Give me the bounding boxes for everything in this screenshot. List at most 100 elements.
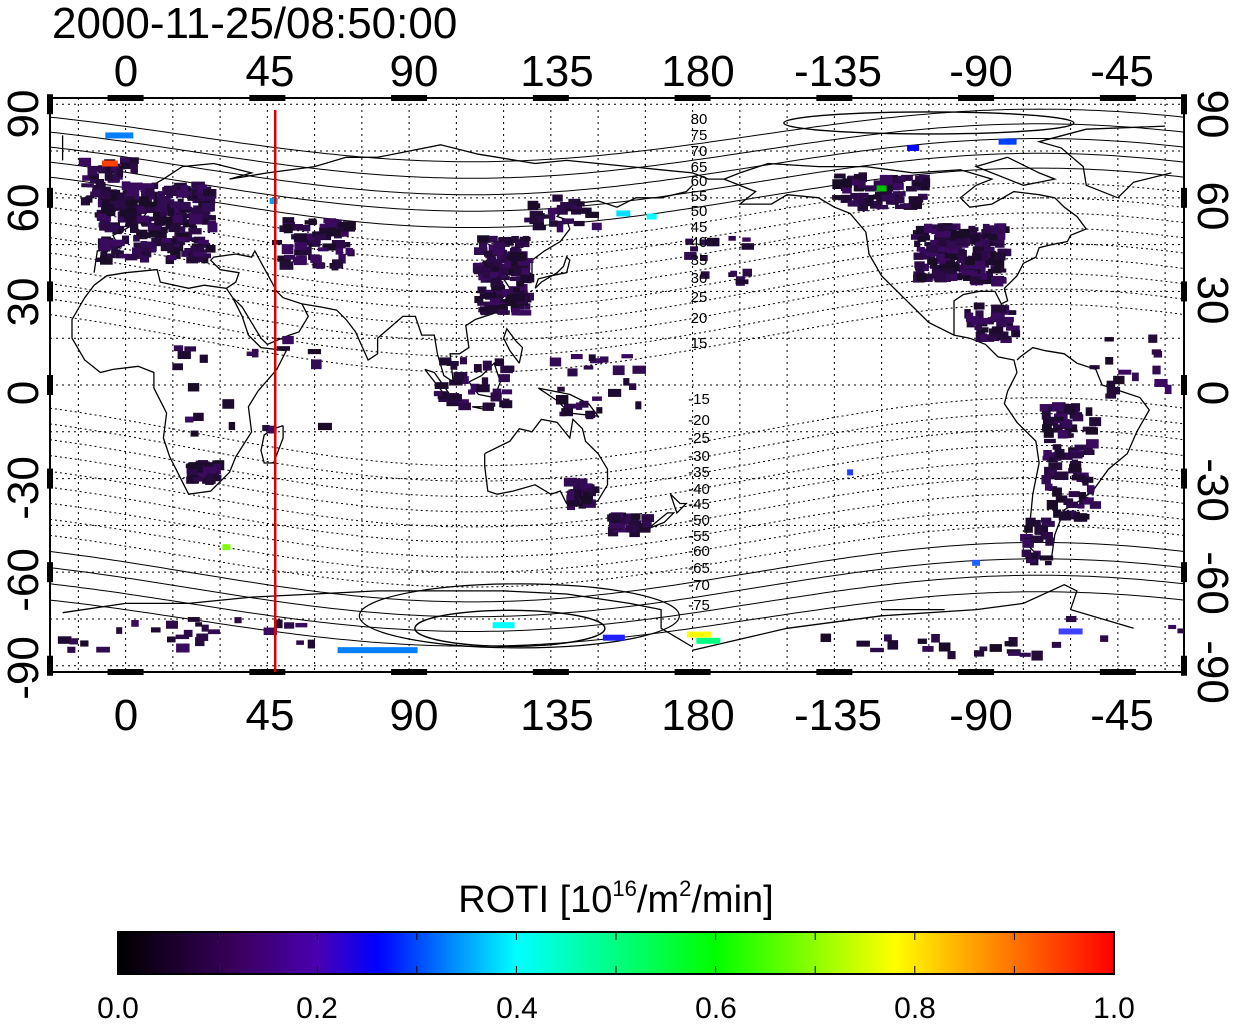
mlat-contour <box>50 413 1184 482</box>
left-major-tick <box>47 281 53 302</box>
roti-pixel <box>1046 500 1059 510</box>
left-lat-label: 0 <box>0 381 48 405</box>
mlat-contour <box>50 493 1184 558</box>
roti-pixel <box>516 267 531 275</box>
top-major-tick <box>391 95 428 101</box>
roti-pixel <box>117 194 125 200</box>
roti-pixel <box>1105 393 1117 399</box>
roti-pixel <box>900 203 912 208</box>
roti-pixel <box>570 204 583 210</box>
roti-pixel <box>116 199 126 209</box>
roti-pixel <box>482 261 490 270</box>
roti-pixel <box>890 196 905 204</box>
roti-pixel <box>95 178 105 188</box>
roti-pixel <box>560 202 572 209</box>
bottom-major-tick <box>816 669 853 675</box>
roti-pixel <box>499 401 512 408</box>
roti-pixel <box>91 189 101 198</box>
roti-pixel <box>485 292 497 300</box>
top-lon-label: 0 <box>114 47 138 96</box>
roti-pixel <box>177 198 184 204</box>
roti-pixel <box>187 195 194 201</box>
roti-pixel <box>282 217 295 223</box>
contour-label: -65 <box>688 560 710 577</box>
roti-pixel <box>1051 641 1062 648</box>
roti-pixel <box>185 416 194 423</box>
roti-pixel <box>494 358 505 367</box>
roti-pixel <box>1008 651 1021 656</box>
bottom-major-tick <box>532 669 569 675</box>
contour-label: 65 <box>691 159 708 176</box>
roti-pixel <box>588 354 596 362</box>
roti-pixel <box>482 402 494 411</box>
roti-pixel <box>204 186 212 191</box>
roti-pixel <box>1030 535 1044 543</box>
axis-ticks <box>47 94 1187 676</box>
roti-pixel <box>908 196 919 204</box>
roti-pixel <box>201 624 209 632</box>
roti-pixel <box>516 281 525 287</box>
roti-pixel <box>78 157 92 167</box>
roti-pixel <box>1106 386 1121 395</box>
roti-pixel <box>1148 334 1158 343</box>
roti-pixel <box>251 348 259 358</box>
contour-label: 70 <box>691 143 708 160</box>
roti-pixel <box>279 261 294 270</box>
bottom-major-tick <box>1099 669 1136 675</box>
roti-pixel <box>973 302 985 310</box>
roti-pixel <box>177 351 191 360</box>
roti-pixel <box>1068 447 1080 454</box>
roti-pixel <box>176 643 190 653</box>
roti-pixel <box>292 224 304 231</box>
roti-pixel <box>908 201 922 209</box>
colorbar-unit: /m <box>637 879 679 921</box>
bottom-major-tick <box>958 669 995 675</box>
roti-pixel <box>1019 652 1031 657</box>
contour-label: -45 <box>688 496 710 513</box>
colorbar-tick-label: 1.0 <box>1093 992 1135 1024</box>
mlat-contour <box>50 257 1184 326</box>
roti-pixel <box>556 204 568 215</box>
roti-pixel <box>1052 487 1062 497</box>
roti-pixel <box>608 513 621 522</box>
roti-pixel <box>1068 491 1080 498</box>
roti-pixel <box>497 310 510 315</box>
roti-pixel <box>629 529 640 538</box>
roti-pixel <box>599 356 609 363</box>
roti-pixel <box>302 224 311 232</box>
roti-pixel <box>1050 427 1062 433</box>
roti-pixel <box>338 253 346 264</box>
roti-pixel <box>989 328 1003 337</box>
roti-pixel <box>917 273 927 283</box>
roti-pixel <box>151 182 159 190</box>
roti-high-pixel <box>646 213 657 220</box>
bottom-lon-label: -135 <box>794 691 882 740</box>
contour-label: 40 <box>691 234 708 251</box>
roti-pixel <box>632 365 646 374</box>
roti-pixel <box>82 175 91 181</box>
roti-pixel <box>1025 517 1036 527</box>
roti-pixel <box>203 189 216 197</box>
roti-pixel <box>139 256 150 263</box>
roti-pixel <box>189 462 203 470</box>
roti-pixel <box>468 389 476 395</box>
roti-pixel <box>99 255 113 265</box>
left-major-tick <box>47 375 53 395</box>
roti-pixel <box>509 258 518 268</box>
roti-pixel <box>169 201 183 209</box>
roti-pixel <box>548 210 556 221</box>
roti-pixel <box>197 193 210 200</box>
roti-pixel <box>449 379 463 386</box>
roti-pixel <box>439 357 452 366</box>
roti-pixel <box>991 229 1005 234</box>
top-longitude-labels: 0 45 90 135 180 -135 -90 -45 <box>114 47 1154 96</box>
roti-pixel <box>947 651 956 660</box>
right-major-tick <box>1181 468 1187 489</box>
roti-pixel <box>69 638 79 645</box>
roti-pixel <box>932 268 940 276</box>
roti-pixel <box>994 259 1005 269</box>
roti-pixel <box>953 263 960 272</box>
roti-pixel <box>492 388 502 393</box>
roti-pixel <box>917 638 927 644</box>
roti-pixel <box>567 368 578 377</box>
